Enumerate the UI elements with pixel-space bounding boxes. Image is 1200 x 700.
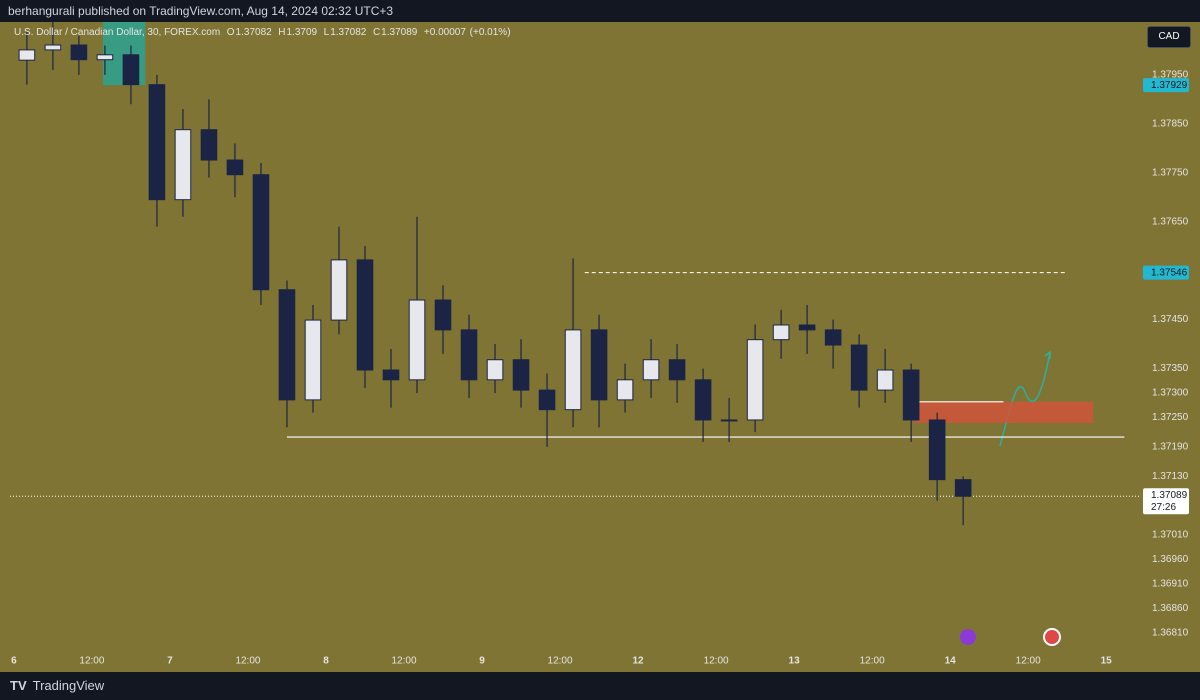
y-tick-label: 1.37950	[1152, 70, 1189, 81]
x-tick-label: 12	[633, 656, 645, 667]
legend-value: 1.3709	[286, 27, 318, 38]
candle-body	[460, 329, 478, 381]
y-tick-label: 1.37010	[1152, 530, 1189, 541]
candle-body	[486, 359, 504, 381]
candle-body	[252, 174, 270, 291]
candle-body	[590, 329, 608, 401]
x-tick-label: 12:00	[860, 656, 885, 667]
x-tick-label: 12:00	[391, 656, 416, 667]
candle-body	[226, 159, 244, 176]
x-tick-label: 9	[479, 656, 485, 667]
x-tick-label: 13	[789, 656, 801, 667]
y-tick-label: 1.36810	[1152, 628, 1189, 639]
x-tick-label: 6	[11, 656, 17, 667]
candle-body	[850, 344, 868, 391]
countdown-label: 27:26	[1151, 502, 1176, 513]
symbol-legend: U.S. Dollar / Canadian Dollar, 30, FOREX…	[14, 27, 512, 38]
price-badge-label: 1.37546	[1151, 267, 1188, 278]
candle-body	[824, 329, 842, 346]
legend-label: O	[226, 27, 235, 38]
currency-button[interactable]: CAD	[1147, 26, 1191, 48]
legend-value: 1.37082	[235, 27, 272, 38]
candle-body	[18, 49, 36, 61]
candle-body	[408, 299, 426, 381]
candle-body	[954, 479, 972, 497]
candle-body	[798, 324, 816, 331]
x-tick-label: 7	[167, 656, 173, 667]
candle-body	[902, 369, 920, 421]
candle-body	[356, 259, 374, 371]
candle-body	[616, 379, 634, 401]
projection-arrow-head	[1044, 350, 1051, 359]
candle-body	[174, 129, 192, 201]
candle-body	[720, 419, 738, 422]
x-tick-label: 8	[323, 656, 329, 667]
candle-body	[44, 44, 62, 51]
y-tick-label: 1.37650	[1152, 216, 1189, 227]
candle-body	[200, 129, 218, 161]
y-tick-label: 1.36860	[1152, 603, 1189, 614]
price-badge	[1143, 78, 1189, 93]
chart: 1.37950 1.37850 1.37750 1.37650 1.37450 1.373…	[0, 22, 1200, 672]
legend-label: L	[323, 27, 330, 38]
candle-body	[278, 289, 296, 401]
candle-body	[304, 319, 322, 401]
current-price-label: 1.37089	[1151, 490, 1188, 501]
publish-info: berhangurali published on TradingView.co…	[8, 4, 394, 18]
candle-body	[928, 419, 946, 481]
candle-body	[538, 389, 556, 411]
candle-body	[746, 339, 764, 421]
legend-change-pct: (+0.01%)	[469, 27, 511, 38]
x-tick-label: 12:00	[1016, 656, 1041, 667]
legend-change: +0.00007	[423, 27, 466, 38]
event-icon[interactable]	[960, 629, 976, 645]
header-bar: berhangurali published on TradingView.co…	[0, 0, 1200, 22]
y-tick-label: 1.36960	[1152, 554, 1189, 565]
candle-body	[668, 359, 686, 381]
price-badge-label: 1.37929	[1151, 80, 1188, 91]
logo: TV	[10, 678, 27, 693]
y-tick-label: 1.37450	[1152, 314, 1189, 325]
x-tick-label: 12:00	[79, 656, 104, 667]
y-tick-label: 1.37130	[1152, 471, 1189, 482]
candle-body	[434, 299, 452, 331]
price-badge	[1143, 265, 1189, 280]
x-tick-label: 12:00	[704, 656, 729, 667]
candle-body	[96, 54, 114, 61]
candle-body	[642, 359, 660, 381]
footer-bar: TV TradingView	[0, 672, 1200, 700]
candle-body	[122, 54, 140, 86]
brand: TradingView	[32, 678, 105, 693]
candle-body	[382, 369, 400, 381]
legend-value: 1.37082	[330, 27, 367, 38]
candle-body	[70, 44, 88, 61]
y-tick-label: 1.37750	[1152, 167, 1189, 178]
candle-body	[330, 259, 348, 321]
y-tick-label: 1.37250	[1152, 412, 1189, 423]
y-tick-label: 1.37190	[1152, 442, 1189, 453]
x-tick-label: 14	[945, 656, 957, 667]
x-tick-label: 12:00	[548, 656, 573, 667]
legend-label: C	[372, 27, 381, 38]
y-tick-label: 1.37300	[1152, 388, 1189, 399]
x-tick-label: 12:00	[235, 656, 260, 667]
candle-body	[564, 329, 582, 411]
candle-body	[512, 359, 530, 391]
legend-value: 1.37089	[381, 27, 418, 38]
current-price-badge	[1143, 488, 1189, 515]
y-tick-label: 1.37350	[1152, 363, 1189, 374]
candle-body	[876, 369, 894, 391]
legend-label: H	[278, 27, 286, 38]
event-icon[interactable]	[1043, 628, 1061, 646]
symbol: U.S. Dollar / Canadian Dollar, 30, FOREX…	[14, 27, 221, 38]
candle-body	[772, 324, 790, 341]
y-tick-label: 1.36910	[1152, 579, 1189, 590]
candle-body	[694, 379, 712, 421]
candle-body	[148, 84, 166, 201]
x-tick-label: 15	[1101, 656, 1113, 667]
supply-zone	[915, 401, 1094, 423]
y-tick-label: 1.37850	[1152, 118, 1189, 129]
